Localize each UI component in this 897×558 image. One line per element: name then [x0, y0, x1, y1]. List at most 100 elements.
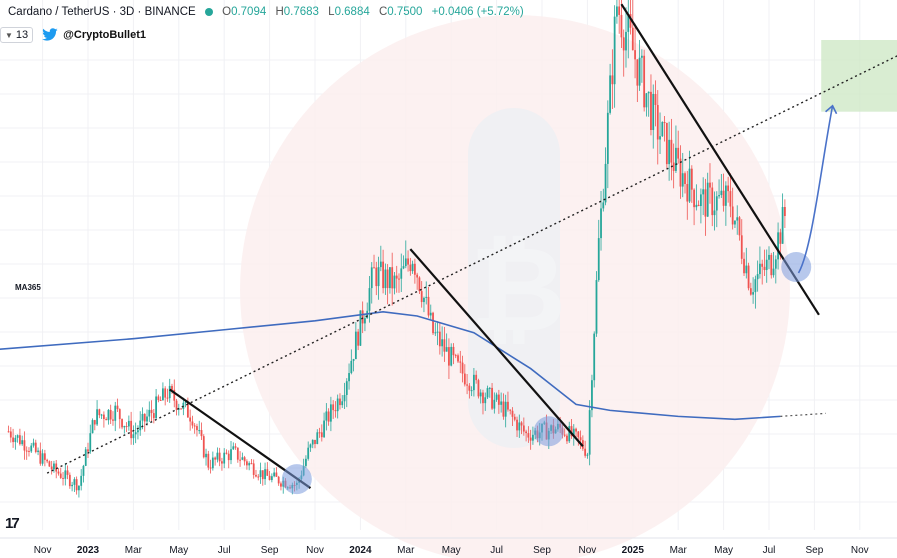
candle-body: [518, 422, 521, 431]
candle-body: [259, 470, 262, 477]
candle-body: [379, 261, 382, 268]
twitter-bird-icon: [42, 28, 58, 41]
candle-body: [591, 380, 593, 411]
candle-body: [16, 435, 19, 438]
candle-body: [139, 420, 142, 431]
candle-body: [391, 267, 394, 289]
candle-body: [690, 168, 693, 190]
watermark-bar: [468, 108, 560, 448]
candle-body: [502, 401, 505, 417]
candle-body: [713, 210, 716, 216]
candle-body: [105, 418, 108, 421]
candle-body: [613, 16, 616, 85]
candle-body: [729, 191, 732, 207]
candle-body: [159, 399, 162, 401]
candle-body: [273, 472, 276, 477]
candle-body: [581, 440, 584, 449]
candle-body: [368, 288, 371, 311]
candle-body: [763, 266, 766, 271]
candle-body: [411, 263, 414, 272]
candle-body: [640, 55, 643, 58]
ma365-line: [0, 311, 781, 421]
candle-body: [93, 420, 96, 425]
candle-body: [180, 408, 182, 410]
candle-body: [28, 450, 30, 452]
candle-body: [602, 202, 605, 209]
candle-body: [631, 27, 634, 51]
candle-body: [96, 409, 98, 425]
candle-body: [218, 452, 221, 462]
candle-body: [504, 401, 507, 417]
candle-body: [280, 483, 282, 487]
candle-body: [604, 163, 607, 203]
candle-body: [636, 59, 639, 86]
symbol-title: Cardano / TetherUS · 3D · BINANCE: [8, 6, 196, 18]
candle-body: [112, 419, 114, 421]
candle-body: [361, 310, 364, 324]
downtrend-line: [409, 248, 584, 447]
candle-body: [275, 472, 278, 477]
candle-body: [318, 432, 321, 434]
candle-body: [754, 279, 757, 293]
candle-body: [654, 93, 657, 105]
candle-body: [747, 265, 750, 289]
indicators-toggle-button[interactable]: ▼ 13: [0, 27, 34, 43]
candle-body: [461, 362, 464, 374]
candle-body: [250, 463, 253, 465]
x-tick-label: 2023: [77, 545, 100, 556]
candle-body: [59, 473, 62, 478]
chevron-down-icon: ▼: [5, 30, 13, 40]
candle-body: [529, 437, 532, 441]
candle-body: [305, 458, 307, 466]
candle-body: [645, 93, 648, 108]
close-value: 0.7500: [387, 6, 423, 18]
handle-text: @CryptoBullet1: [63, 29, 147, 41]
candle-body: [123, 426, 126, 428]
candle-body: [597, 238, 600, 281]
candle-body: [470, 390, 473, 392]
candle-body: [127, 420, 130, 427]
header-row-2: ▼ 13 @CryptoBullet1: [0, 27, 146, 43]
candle-body: [659, 136, 661, 140]
candle-body: [445, 347, 448, 352]
candle-body: [749, 288, 752, 295]
candle-body: [21, 440, 24, 445]
candle-body: [191, 421, 194, 426]
candle-body: [336, 398, 339, 412]
x-tick-label: May: [442, 545, 461, 556]
candle-body: [572, 428, 575, 437]
x-tick-label: Sep: [533, 545, 551, 556]
candle-body: [325, 411, 328, 421]
candle-body: [525, 431, 528, 434]
candle-body: [509, 409, 512, 411]
candle-body: [386, 269, 389, 289]
candle-body: [495, 394, 498, 400]
candle-body: [425, 296, 428, 298]
candle-body: [109, 409, 112, 420]
candle-body: [661, 122, 664, 137]
candle-body: [634, 50, 636, 60]
indicators-count: 13: [15, 29, 29, 41]
candle-body: [579, 437, 582, 441]
candle-body: [475, 374, 478, 381]
candle-body: [398, 278, 400, 280]
candle-body: [166, 397, 169, 399]
candle-body: [436, 331, 439, 333]
candle-body: [230, 449, 232, 461]
candle-body: [722, 190, 725, 206]
candle-body: [53, 463, 55, 470]
candle-body: [46, 459, 49, 462]
x-tick-label: Mar: [670, 545, 688, 556]
candle-body: [329, 404, 332, 422]
x-tick-label: May: [714, 545, 733, 556]
candle-body: [370, 267, 373, 289]
candle-body: [513, 416, 516, 420]
candle-body: [221, 461, 223, 464]
x-tick-label: Nov: [306, 545, 324, 556]
candle-body: [720, 190, 723, 196]
candle-body: [320, 432, 323, 438]
candle-body: [382, 261, 384, 289]
candle-body: [246, 461, 248, 466]
candle-body: [307, 447, 310, 459]
